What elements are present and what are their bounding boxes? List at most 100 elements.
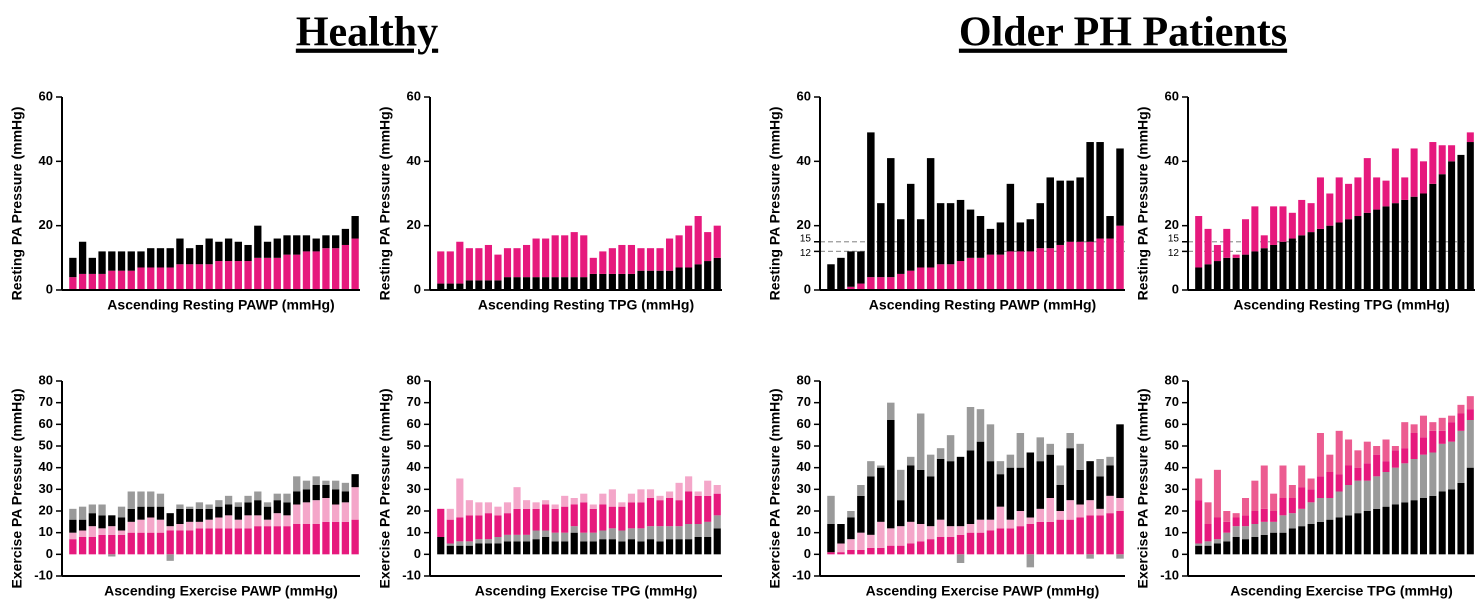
bar-segment [1251, 537, 1259, 555]
bar-segment [254, 257, 262, 290]
y-tick-label: 40 [797, 153, 811, 168]
bar-segment [665, 238, 674, 271]
bar-segment [1096, 238, 1104, 290]
bar-segment [1270, 493, 1278, 511]
bar-segment [589, 532, 597, 542]
bar-segment [916, 413, 925, 470]
bar-segment [827, 524, 835, 553]
bar-segment [1204, 524, 1212, 542]
bar-segment [88, 513, 96, 527]
y-tick-label: 0 [414, 281, 421, 296]
bar-segment [551, 532, 559, 542]
bar-segment [685, 476, 693, 492]
bar-segment [137, 267, 145, 290]
bar-segment [156, 493, 165, 507]
bar-segment [532, 277, 540, 290]
bar-segment [137, 506, 145, 520]
bar-segment [465, 541, 473, 546]
bar-segment [837, 524, 845, 544]
bar-segment [1232, 513, 1240, 518]
bar-segment [137, 519, 145, 533]
bar-segment [1066, 519, 1074, 555]
bar-segment [244, 244, 252, 262]
y-axis-label: Exercise PA Pressure (mmHg) [767, 389, 783, 589]
bar-segment [88, 504, 96, 514]
bar-segment [877, 521, 885, 548]
bar-segment [704, 495, 712, 522]
bar-segment [627, 244, 636, 274]
bar-segment [916, 469, 925, 524]
bar-segment [1298, 487, 1306, 509]
bar-segment [1419, 161, 1427, 194]
y-tick-label: 0 [804, 281, 811, 296]
bar-segment [1354, 480, 1362, 514]
bar-segment [1429, 430, 1437, 453]
bar-segment [1448, 415, 1456, 423]
bar-segment [1298, 235, 1306, 290]
x-axis-label: Ascending Exercise TPG (mmHg) [1230, 583, 1453, 599]
bar-segment [675, 526, 683, 540]
bar-segment [244, 495, 252, 503]
bar-segment [936, 203, 945, 265]
bar-segment [293, 235, 301, 255]
bar-segment [1391, 504, 1399, 555]
y-tick-label: -10 [34, 567, 53, 582]
bar-segment [69, 257, 77, 278]
bar-segment [685, 225, 693, 268]
bar-segment [1046, 443, 1054, 455]
bar-segment [946, 526, 955, 537]
bar-segment [946, 435, 955, 462]
bar-segment [996, 474, 1005, 507]
bar-segment [1195, 545, 1203, 555]
bar-segment [1298, 508, 1306, 527]
bar-segment [694, 524, 702, 537]
bar-segment [618, 273, 626, 290]
bar-segment [1270, 521, 1278, 533]
y-tick-label: 40 [39, 153, 53, 168]
bar-segment [1466, 420, 1474, 468]
bar-segment [685, 524, 693, 540]
bar-segment [186, 530, 194, 555]
bar-segment [351, 519, 359, 555]
bar-segment [1086, 554, 1094, 559]
y-tick-label: 60 [1165, 416, 1179, 431]
bar-segment [176, 238, 184, 265]
bar-segment [224, 504, 233, 516]
bar-segment [542, 530, 550, 537]
bar-segment [341, 244, 350, 290]
bar-segment [1251, 511, 1259, 524]
bar-segment [254, 526, 262, 555]
bar-segment [1419, 415, 1427, 438]
bar-segment [1036, 461, 1045, 509]
bar-segment [1307, 203, 1315, 233]
y-tick-label: 80 [407, 372, 421, 387]
bar-segment [224, 515, 233, 529]
bar-segment [332, 504, 340, 522]
bar-segment [694, 491, 702, 496]
y-tick-label: 12 [1168, 248, 1180, 259]
x-axis-label: Ascending Resting TPG (mmHg) [1233, 297, 1449, 313]
bar-segment [78, 506, 87, 520]
bar-segment [1242, 526, 1250, 540]
bar-segment [1326, 472, 1334, 498]
bar-segment [665, 526, 674, 540]
bar-segment [1401, 422, 1409, 449]
y-tick-label: 20 [1165, 217, 1179, 232]
bar-segment [437, 508, 445, 537]
bar-segment [494, 280, 502, 290]
bar-segment [847, 286, 855, 290]
bar-segment [561, 532, 569, 542]
bar-segment [1457, 413, 1465, 431]
bar-segment [956, 199, 965, 262]
bar-segment [1429, 183, 1437, 290]
bar-segment [341, 491, 350, 503]
y-tick-label: 12 [800, 248, 812, 259]
bar-segment [599, 504, 607, 531]
bar-segment [503, 541, 512, 555]
bar-segment [906, 521, 915, 544]
bar-segment [1242, 219, 1250, 255]
bar-segment [926, 539, 935, 555]
bar-segment [1026, 524, 1035, 555]
bar-segment [637, 270, 645, 290]
bar-segment [1466, 467, 1474, 555]
